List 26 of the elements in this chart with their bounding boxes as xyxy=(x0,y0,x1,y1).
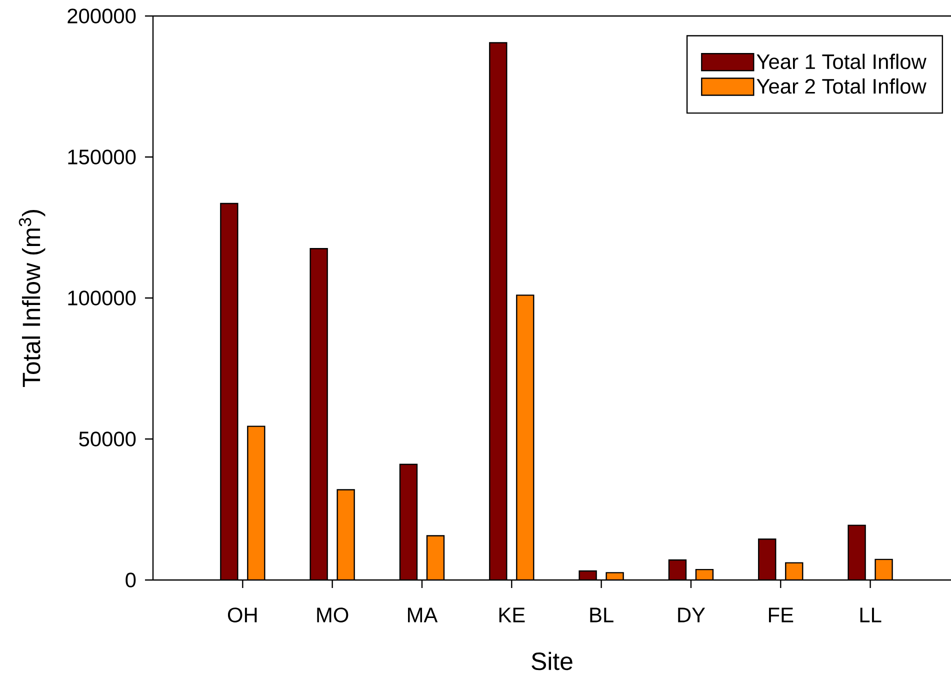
x-axis-title: Site xyxy=(532,652,572,670)
y-tick-label: 200000 xyxy=(68,8,136,24)
bar xyxy=(337,490,354,580)
legend-label: Year 2 Total Inflow xyxy=(756,78,926,94)
bar xyxy=(220,204,238,580)
y-axis-title: Total Inflow (m$^{3}$) xyxy=(18,210,46,387)
bar xyxy=(426,536,444,580)
y-tick-label: 150000 xyxy=(68,150,136,164)
y-tick-label: 0 xyxy=(126,572,136,588)
x-tick-label: KE xyxy=(499,608,525,622)
bar xyxy=(248,426,265,580)
bar xyxy=(400,464,417,580)
legend-label: Year 1 Total Inflow xyxy=(756,54,926,70)
x-tick-label: FE xyxy=(768,608,794,622)
x-tick-label: OH xyxy=(228,608,257,622)
y-tick-label: 100000 xyxy=(68,290,136,306)
x-tick-label: MO xyxy=(317,608,348,622)
bar xyxy=(490,42,507,580)
x-tick-label: DY xyxy=(678,608,706,622)
y-tick-label: 50000 xyxy=(79,432,136,446)
x-tick-label: LL xyxy=(860,608,882,622)
bar xyxy=(516,295,534,580)
bar xyxy=(310,248,328,580)
x-tick-label: BL xyxy=(590,608,614,622)
x-tick-label: MA xyxy=(408,608,438,622)
bar xyxy=(758,539,776,580)
